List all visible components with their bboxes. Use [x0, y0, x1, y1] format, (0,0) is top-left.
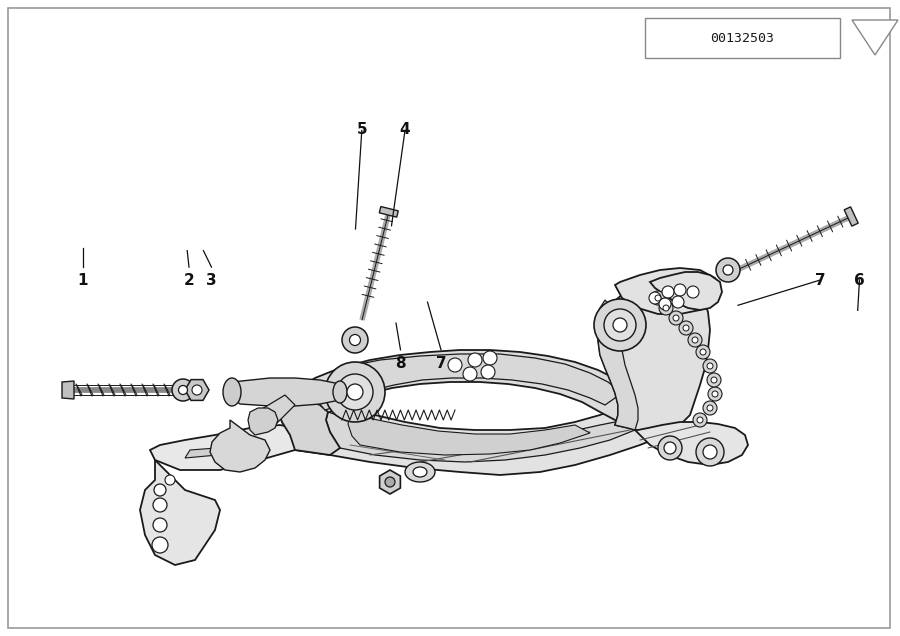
Polygon shape [852, 20, 898, 55]
Circle shape [669, 311, 683, 325]
Ellipse shape [405, 462, 435, 482]
Polygon shape [278, 395, 685, 475]
Polygon shape [635, 422, 748, 465]
Polygon shape [380, 470, 400, 494]
Circle shape [697, 417, 703, 423]
Circle shape [154, 484, 166, 496]
Circle shape [707, 363, 713, 369]
Circle shape [483, 351, 497, 365]
Text: 1: 1 [77, 273, 88, 289]
Polygon shape [228, 378, 342, 406]
Circle shape [448, 358, 462, 372]
Circle shape [655, 295, 661, 301]
Circle shape [662, 286, 674, 298]
Circle shape [604, 309, 636, 341]
Circle shape [707, 405, 713, 411]
Polygon shape [210, 420, 270, 472]
Circle shape [481, 365, 495, 379]
Circle shape [594, 299, 646, 351]
Polygon shape [252, 395, 295, 430]
Bar [645, 18, 840, 58]
Ellipse shape [223, 378, 241, 406]
Circle shape [153, 518, 167, 532]
Ellipse shape [342, 327, 368, 353]
Ellipse shape [178, 385, 187, 394]
Polygon shape [140, 460, 220, 565]
Polygon shape [348, 416, 590, 455]
Polygon shape [379, 207, 399, 217]
Polygon shape [150, 425, 310, 470]
Circle shape [703, 359, 717, 373]
Polygon shape [278, 398, 340, 455]
Circle shape [693, 413, 707, 427]
Circle shape [687, 286, 699, 298]
Circle shape [679, 321, 693, 335]
Circle shape [703, 445, 717, 459]
Text: 3: 3 [206, 273, 217, 289]
Text: 5: 5 [356, 122, 367, 137]
Circle shape [153, 498, 167, 512]
Polygon shape [185, 380, 209, 401]
Polygon shape [650, 272, 722, 310]
Circle shape [700, 349, 706, 355]
Ellipse shape [333, 381, 347, 403]
Ellipse shape [413, 467, 427, 477]
Polygon shape [62, 381, 74, 399]
Circle shape [649, 292, 661, 304]
Polygon shape [615, 268, 720, 314]
Circle shape [152, 537, 168, 553]
Circle shape [683, 325, 689, 331]
Circle shape [664, 442, 676, 454]
Circle shape [659, 298, 671, 310]
Circle shape [663, 305, 669, 311]
Circle shape [673, 315, 679, 321]
Circle shape [707, 373, 721, 387]
Polygon shape [185, 445, 255, 458]
Ellipse shape [349, 335, 361, 345]
Circle shape [696, 345, 710, 359]
Circle shape [613, 318, 627, 332]
Polygon shape [326, 412, 635, 462]
Circle shape [688, 333, 702, 347]
Text: 00132503: 00132503 [710, 32, 774, 45]
Circle shape [165, 475, 175, 485]
Circle shape [192, 385, 202, 395]
Circle shape [325, 362, 385, 422]
Circle shape [712, 391, 718, 397]
Polygon shape [598, 300, 638, 430]
Circle shape [703, 401, 717, 415]
Circle shape [708, 387, 722, 401]
Ellipse shape [723, 265, 733, 275]
Circle shape [385, 477, 395, 487]
Ellipse shape [172, 379, 194, 401]
Circle shape [711, 377, 717, 383]
Circle shape [658, 436, 682, 460]
Polygon shape [318, 354, 618, 410]
Circle shape [672, 296, 684, 308]
Polygon shape [844, 207, 859, 226]
Text: 8: 8 [395, 356, 406, 371]
Circle shape [468, 353, 482, 367]
Polygon shape [248, 408, 278, 435]
Circle shape [659, 301, 673, 315]
Text: 7: 7 [436, 356, 446, 371]
Circle shape [337, 374, 373, 410]
Circle shape [651, 291, 665, 305]
Polygon shape [598, 280, 710, 435]
Polygon shape [285, 350, 640, 425]
Circle shape [674, 284, 686, 296]
Circle shape [696, 438, 724, 466]
Circle shape [463, 367, 477, 381]
Text: 2: 2 [184, 273, 194, 289]
Text: 4: 4 [400, 122, 410, 137]
Ellipse shape [716, 258, 740, 282]
Text: 6: 6 [854, 273, 865, 289]
Circle shape [347, 384, 363, 400]
Circle shape [692, 337, 698, 343]
Text: 7: 7 [815, 273, 826, 289]
